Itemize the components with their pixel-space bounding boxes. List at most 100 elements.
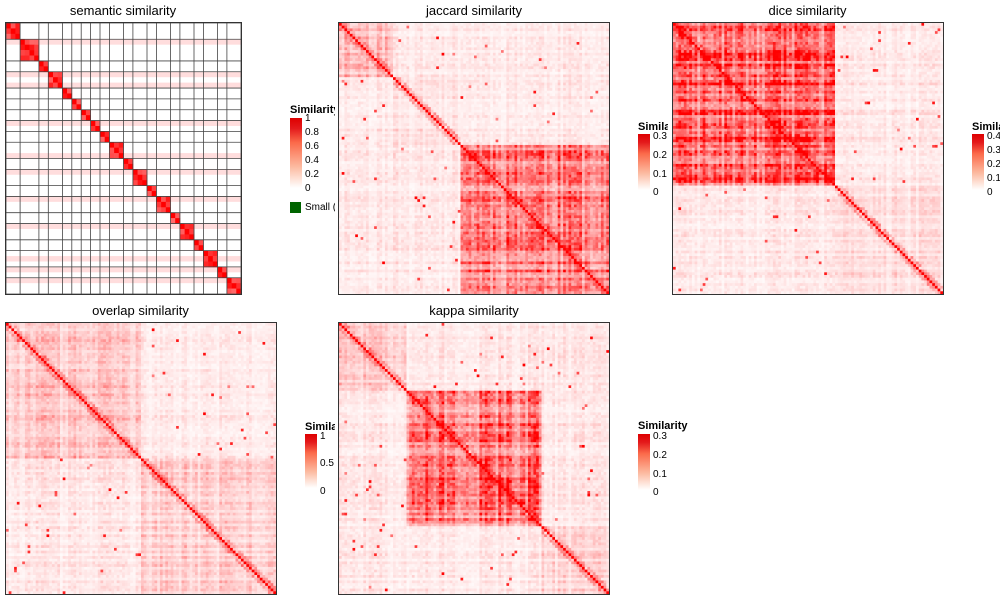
heatmap-cell xyxy=(590,120,594,124)
heatmap-cell xyxy=(428,85,432,89)
heatmap-cell xyxy=(541,71,545,75)
heatmap-cell xyxy=(401,36,405,40)
heatmap-cell xyxy=(411,144,415,149)
heatmap-cell xyxy=(490,115,494,119)
heatmap-cell xyxy=(357,96,361,100)
heatmap-cell xyxy=(433,120,437,124)
heatmap-cell xyxy=(544,52,548,56)
heatmap-cell xyxy=(582,47,586,51)
heatmap-cell xyxy=(371,150,375,154)
heatmap-cell xyxy=(406,115,410,119)
heatmap-cell xyxy=(349,112,353,116)
heatmap-cell xyxy=(401,33,405,37)
heatmap-cell xyxy=(411,107,415,111)
heatmap-cell xyxy=(584,79,588,84)
heatmap-cell xyxy=(501,98,505,102)
heatmap-cell xyxy=(584,139,588,143)
heatmap-cell xyxy=(417,50,421,54)
heatmap-cell xyxy=(528,71,532,75)
heatmap-cell xyxy=(487,136,491,140)
heatmap-cell xyxy=(530,125,534,130)
heatmap-cell xyxy=(414,104,418,108)
heatmap-cell xyxy=(441,66,445,70)
heatmap-cell xyxy=(525,88,529,92)
heatmap-cell xyxy=(184,228,190,235)
heatmap-cell xyxy=(357,74,361,78)
heatmap-cell xyxy=(444,36,448,40)
heatmap-cell xyxy=(560,115,564,119)
heatmap-cell xyxy=(492,55,496,59)
heatmap-cell xyxy=(425,25,429,29)
heatmap-cell xyxy=(382,139,386,143)
heatmap-cell xyxy=(393,44,397,48)
heatmap-cell xyxy=(503,39,507,43)
heatmap-cell xyxy=(455,55,459,59)
heatmap-cell xyxy=(441,79,445,84)
heatmap-cell xyxy=(517,131,521,135)
heatmap-cell xyxy=(514,139,518,143)
heatmap-cell xyxy=(595,25,599,29)
heatmap-cell xyxy=(465,77,469,81)
heatmap-cell xyxy=(495,112,499,116)
heatmap-cell xyxy=(603,39,607,43)
heatmap-cell xyxy=(498,28,502,32)
heatmap-cell xyxy=(352,39,356,43)
heatmap-cell xyxy=(411,96,415,100)
heatmap-cell xyxy=(339,147,343,151)
heatmap-cell xyxy=(403,33,407,37)
heatmap-cell xyxy=(395,115,399,119)
heatmap-cell xyxy=(344,82,348,86)
heatmap-cell xyxy=(357,88,361,92)
heatmap-cell xyxy=(468,90,472,94)
heatmap-cell xyxy=(474,47,478,51)
heatmap-cell xyxy=(506,28,510,32)
heatmap-cell xyxy=(411,136,415,140)
heatmap-cell xyxy=(568,123,572,127)
heatmap-cell xyxy=(544,63,548,67)
heatmap-cell xyxy=(398,125,402,130)
heatmap-cell xyxy=(592,93,596,97)
heatmap-cell xyxy=(600,44,604,48)
heatmap-cell xyxy=(503,112,507,116)
heatmap-cell xyxy=(528,33,532,37)
heatmap-cell xyxy=(525,123,529,127)
heatmap-cell xyxy=(568,77,572,81)
heatmap-cell xyxy=(425,115,429,119)
heatmap-cell xyxy=(417,98,421,102)
heatmap-cell xyxy=(406,52,410,56)
heatmap-cell xyxy=(565,98,569,102)
heatmap-cell xyxy=(430,69,434,73)
heatmap-cell xyxy=(357,47,361,51)
heatmap-cell xyxy=(374,144,378,149)
heatmap-cell xyxy=(517,88,521,92)
heatmap-cell xyxy=(563,79,567,84)
heatmap-cell xyxy=(528,120,532,124)
heatmap-cell xyxy=(198,239,204,246)
heatmap-cell xyxy=(571,66,575,70)
heatmap-cell xyxy=(598,52,602,56)
heatmap-cell xyxy=(579,85,583,89)
heatmap-cell xyxy=(582,50,586,54)
heatmap-cell xyxy=(565,104,569,108)
heatmap-cell xyxy=(436,52,440,56)
heatmap-cell xyxy=(603,58,607,62)
heatmap-cell xyxy=(484,125,488,130)
heatmap-cell xyxy=(538,36,542,40)
heatmap-cell xyxy=(479,74,483,78)
heatmap-cell xyxy=(382,134,386,138)
heatmap-cell xyxy=(341,98,345,102)
heatmap-cell xyxy=(484,147,488,151)
heatmap-cell xyxy=(341,31,345,35)
heatmap-cell xyxy=(538,55,542,59)
heatmap-cell xyxy=(438,88,442,92)
heatmap-cell xyxy=(492,47,496,51)
heatmap-cell xyxy=(522,25,526,29)
heatmap-cell xyxy=(406,33,410,37)
heatmap-cell xyxy=(536,69,540,73)
heatmap-cell xyxy=(436,36,440,40)
heatmap-cell xyxy=(109,153,115,159)
heatmap-cell xyxy=(368,60,372,65)
heatmap-cell xyxy=(401,31,405,35)
heatmap-cell xyxy=(482,50,486,54)
heatmap-cell xyxy=(355,71,359,75)
